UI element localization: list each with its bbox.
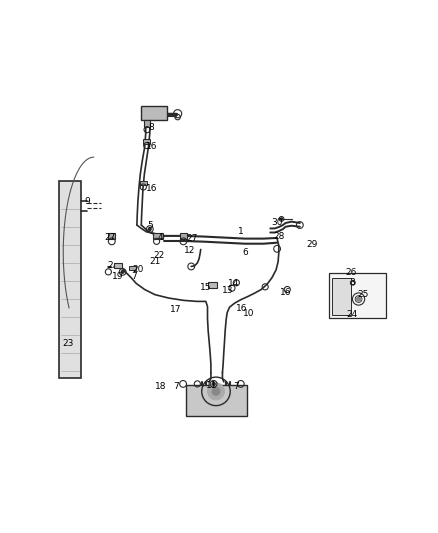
Text: 16: 16 xyxy=(146,184,157,193)
Text: 7: 7 xyxy=(132,272,138,281)
Text: 2: 2 xyxy=(107,261,113,270)
Text: 6: 6 xyxy=(243,248,248,257)
Bar xyxy=(208,282,217,288)
Text: 19: 19 xyxy=(112,272,124,281)
Bar xyxy=(108,233,115,239)
Text: 23: 23 xyxy=(63,340,74,349)
Circle shape xyxy=(121,271,124,273)
Bar xyxy=(180,233,187,239)
Text: 20: 20 xyxy=(132,265,144,274)
Text: 9: 9 xyxy=(84,197,90,206)
Circle shape xyxy=(212,383,215,385)
Text: 18: 18 xyxy=(155,382,166,391)
Bar xyxy=(114,263,122,269)
Text: 30: 30 xyxy=(271,218,283,227)
Bar xyxy=(140,181,147,185)
Bar xyxy=(141,106,167,120)
Text: 26: 26 xyxy=(345,268,357,277)
Text: 4: 4 xyxy=(158,233,163,242)
Bar xyxy=(59,181,81,378)
Bar xyxy=(329,272,386,318)
Bar xyxy=(144,120,150,127)
Text: 15: 15 xyxy=(200,284,212,292)
Text: 27: 27 xyxy=(187,234,198,243)
Text: 21: 21 xyxy=(149,257,161,266)
Text: 10: 10 xyxy=(243,310,254,319)
Text: 25: 25 xyxy=(357,290,369,299)
Text: 8: 8 xyxy=(148,123,154,132)
Circle shape xyxy=(357,297,360,301)
Text: 17: 17 xyxy=(170,305,181,314)
Bar xyxy=(332,278,351,315)
Text: 3: 3 xyxy=(349,278,355,287)
Bar xyxy=(129,266,136,270)
Text: 27: 27 xyxy=(104,233,116,242)
Text: 1: 1 xyxy=(238,227,244,236)
Circle shape xyxy=(148,228,151,230)
Text: 7: 7 xyxy=(173,382,179,391)
Bar xyxy=(187,385,247,416)
Text: 16: 16 xyxy=(280,288,291,297)
Circle shape xyxy=(280,218,283,220)
Text: 16: 16 xyxy=(236,304,247,313)
Bar xyxy=(153,233,162,239)
Text: 28: 28 xyxy=(274,232,285,241)
Text: 24: 24 xyxy=(346,311,357,319)
Text: 29: 29 xyxy=(306,239,318,248)
Text: 7: 7 xyxy=(233,382,239,391)
Text: 12: 12 xyxy=(184,246,195,255)
Circle shape xyxy=(208,383,224,400)
Text: 11: 11 xyxy=(206,381,217,390)
Bar xyxy=(143,140,151,143)
Circle shape xyxy=(212,387,220,395)
Text: 22: 22 xyxy=(154,251,165,260)
Text: 13: 13 xyxy=(222,286,233,295)
Text: 14: 14 xyxy=(228,279,240,288)
Text: 16: 16 xyxy=(146,142,157,151)
Text: 5: 5 xyxy=(147,221,153,230)
